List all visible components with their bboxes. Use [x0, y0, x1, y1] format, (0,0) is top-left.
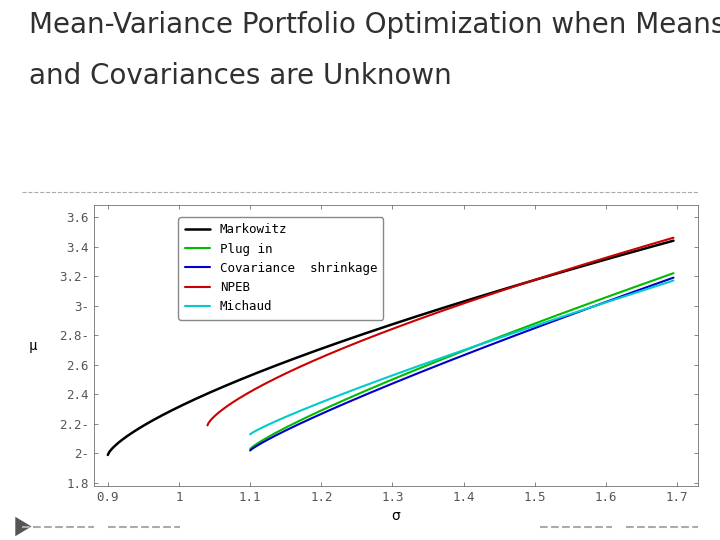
Text: Mean-Variance Portfolio Optimization when Means: Mean-Variance Portfolio Optimization whe…: [29, 11, 720, 39]
X-axis label: σ: σ: [392, 509, 400, 523]
Text: μ: μ: [29, 339, 37, 353]
Legend: Markowitz, Plug in, Covariance  shrinkage, NPEB, Michaud: Markowitz, Plug in, Covariance shrinkage…: [179, 217, 384, 320]
Polygon shape: [15, 517, 32, 536]
Text: and Covariances are Unknown: and Covariances are Unknown: [29, 62, 451, 90]
